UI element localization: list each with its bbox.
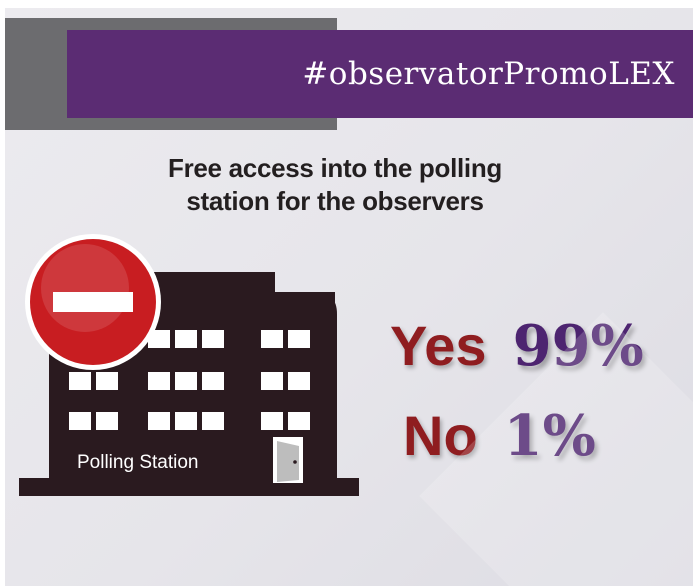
headline-line-1: Free access into the polling	[167, 153, 503, 183]
answer-percent-no: 1%	[503, 403, 596, 469]
headline-line-2: station for the observers	[186, 186, 484, 216]
headline: Free access into the polling station for…	[105, 152, 565, 218]
answer-label-no: No	[403, 404, 478, 467]
no-entry-icon	[25, 234, 161, 370]
hashtag-text: #observatorPromoLEX	[302, 56, 675, 92]
building-label: Polling Station	[77, 452, 199, 473]
door-icon	[273, 437, 303, 483]
result-yes: Yes 99%	[390, 313, 644, 379]
polling-station-building-icon	[19, 234, 359, 496]
result-no: No 1%	[403, 403, 596, 469]
hashtag-banner: #observatorPromoLEX	[67, 30, 693, 118]
infographic-card: #observatorPromoLEX Free access into the…	[5, 8, 693, 586]
answer-label-yes: Yes	[390, 314, 487, 377]
answer-percent-yes: 99%	[512, 313, 644, 379]
